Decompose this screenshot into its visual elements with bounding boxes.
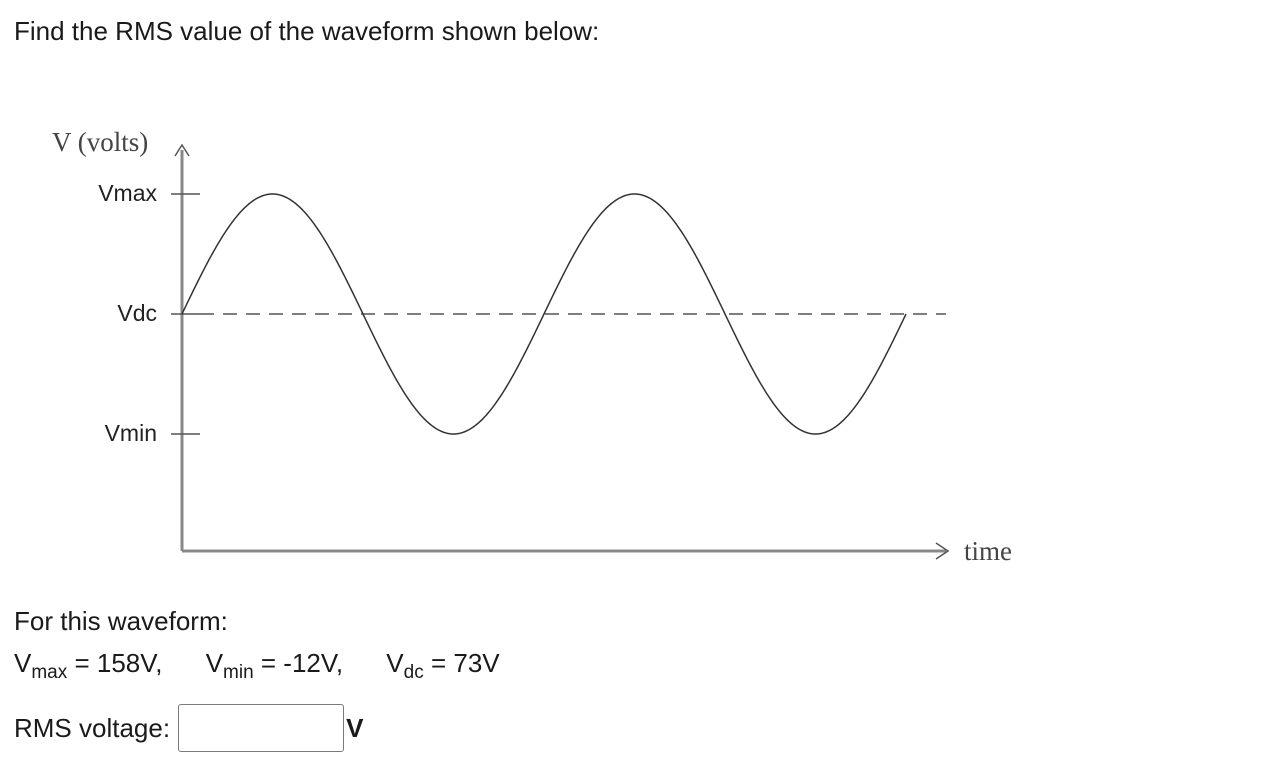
tick-label-vmin: Vmin <box>105 420 157 446</box>
y-axis-arrowhead <box>174 143 190 157</box>
rms-voltage-label: RMS voltage: <box>14 712 171 743</box>
given-title: For this waveform: <box>14 606 228 636</box>
tick-label-vmax: Vmax <box>98 180 157 206</box>
given-vmin: Vmin = -12V, <box>205 648 344 683</box>
x-axis-title: time <box>964 536 1012 566</box>
tick-label-vdc: Vdc <box>117 300 157 326</box>
question-text: Find the RMS value of the waveform shown… <box>14 16 600 46</box>
y-axis-title: V (volts) <box>52 127 148 157</box>
given-vmax: Vmax = 158V, <box>14 648 163 683</box>
x-axis-arrowhead <box>935 542 950 560</box>
waveform-diagram: V (volts) time Vmax Vdc Vmin <box>52 127 1012 566</box>
given-vdc: Vdc = 73V <box>386 648 500 683</box>
given-values: Vmax = 158V, Vmin = -12V, Vdc = 73V <box>14 648 536 684</box>
answer-row: RMS voltage: V <box>14 703 363 753</box>
rms-voltage-unit: V <box>346 712 364 743</box>
rms-voltage-input[interactable] <box>178 704 345 752</box>
sine-waveform <box>181 193 907 435</box>
